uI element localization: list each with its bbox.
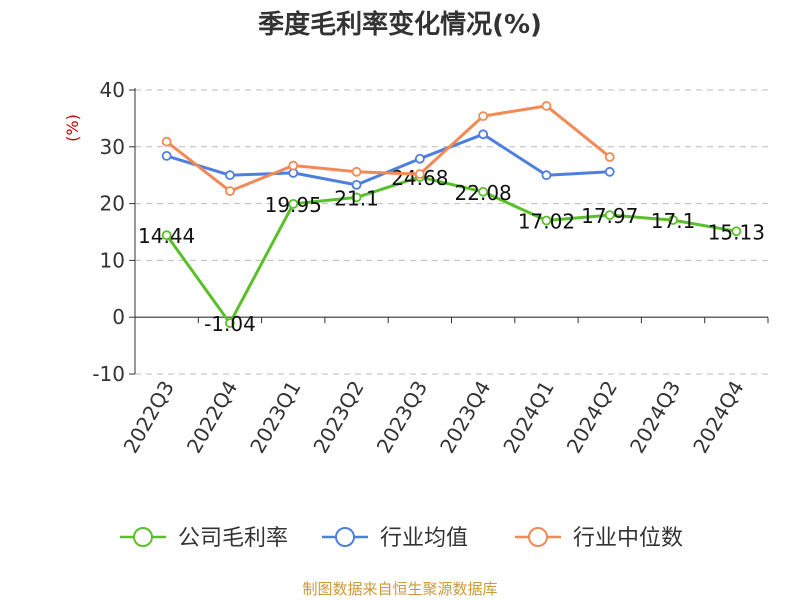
- data-label-3: 21.1: [334, 186, 379, 210]
- x-tick-label-8: 2024Q3: [625, 377, 685, 458]
- data-label-9: 15.13: [708, 220, 765, 244]
- series-0-point-7: [604, 210, 615, 221]
- data-label-1: -1.04: [204, 312, 256, 336]
- series-1-point-0: [161, 150, 172, 161]
- data-label-2: 19.95: [265, 193, 322, 217]
- x-tick-label-4: 2023Q3: [372, 377, 432, 458]
- y-tick-label-5: 40: [100, 78, 125, 102]
- y-axis-label: (%): [63, 114, 82, 142]
- chart-title: 季度毛利率变化情况(%): [258, 10, 542, 40]
- series-1-point-6: [541, 170, 552, 181]
- series-2-point-5: [478, 111, 489, 122]
- y-tick-label-3: 20: [100, 192, 125, 216]
- series-2-point-2: [288, 160, 299, 171]
- series-2-point-7: [604, 152, 615, 162]
- legend-label-1: 行业均值: [380, 526, 468, 551]
- y-tick-label-4: 30: [100, 135, 125, 159]
- data-label-5: 22.08: [455, 181, 512, 205]
- series-1-point-5: [478, 129, 489, 140]
- x-tick-label-9: 2024Q4: [688, 377, 748, 458]
- series-line-2: [165, 104, 611, 193]
- series-1-point-1: [225, 170, 235, 181]
- x-tick-label-5: 2023Q4: [435, 377, 495, 458]
- legend-marker-0: [133, 527, 153, 547]
- data-label-8: 17.1: [651, 209, 696, 233]
- y-tick-label-0: -10: [92, 362, 125, 386]
- series-2-point-1: [225, 186, 235, 197]
- series-2-point-3: [351, 166, 362, 177]
- x-tick-label-7: 2024Q2: [562, 377, 622, 458]
- source-note: 制图数据来自恒生聚源数据库: [302, 580, 498, 598]
- series-2-point-0: [161, 136, 172, 147]
- series-0-point-5: [478, 186, 489, 197]
- series-2-point-4: [414, 169, 425, 179]
- series-0-point-9: [731, 226, 742, 237]
- series-1-point-4: [414, 153, 425, 164]
- series-1-point-7: [604, 166, 615, 177]
- series-line-0: [165, 175, 737, 325]
- x-tick-label-2: 2023Q1: [245, 377, 305, 458]
- series-2-point-6: [541, 101, 552, 111]
- x-tick-label-0: 2022Q3: [119, 377, 179, 458]
- legend-label-0: 公司毛利率: [178, 526, 288, 551]
- series-0-point-6: [541, 215, 552, 226]
- legend-label-2: 行业中位数: [573, 526, 683, 551]
- series-0-point-3: [351, 192, 362, 203]
- x-tick-label-3: 2023Q2: [308, 377, 368, 458]
- series-0-point-0: [161, 230, 172, 241]
- x-tick-label-1: 2022Q4: [182, 377, 242, 458]
- series-0-point-8: [668, 215, 678, 225]
- data-label-6: 17.02: [518, 210, 575, 234]
- x-tick-label-6: 2024Q1: [498, 377, 558, 458]
- data-label-7: 17.97: [581, 204, 638, 228]
- series-0-point-1: [225, 318, 235, 329]
- series-0-point-2: [288, 198, 299, 209]
- series-1-point-3: [351, 179, 362, 190]
- legend-marker-2: [528, 527, 548, 547]
- y-tick-label-2: 10: [100, 248, 125, 272]
- y-tick-label-1: 0: [112, 305, 125, 329]
- legend-marker-1: [335, 527, 355, 547]
- data-label-0: 14.44: [138, 224, 195, 248]
